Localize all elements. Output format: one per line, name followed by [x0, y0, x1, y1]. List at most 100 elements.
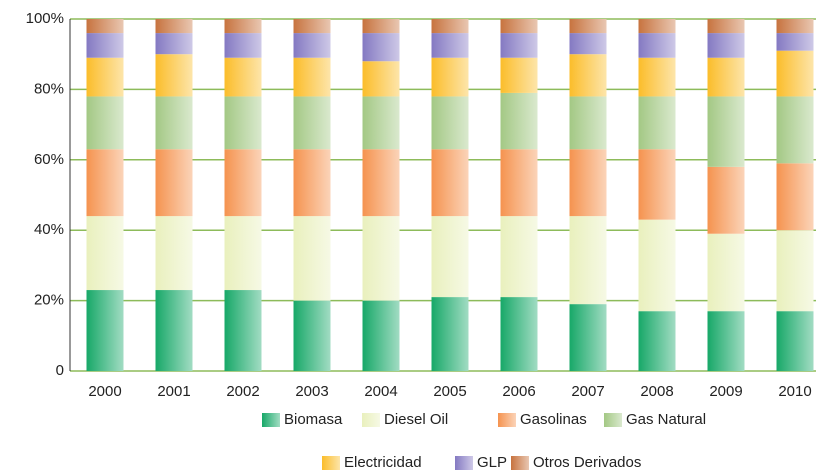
legend-label: Biomasa: [284, 411, 343, 428]
bar-segment: [224, 33, 262, 58]
x-tick-label: 2008: [640, 383, 673, 400]
bar-segment: [776, 230, 814, 312]
bar-segment: [569, 19, 607, 34]
bar-segment: [86, 216, 124, 291]
legend-swatch: [362, 413, 380, 427]
bar-segment: [500, 19, 538, 34]
y-tick-label: 20%: [34, 292, 64, 309]
bar-segment: [707, 33, 745, 58]
bar-segment: [500, 149, 538, 217]
bar-segment: [569, 54, 607, 97]
bar-segment: [638, 57, 676, 97]
bar-segment: [638, 311, 676, 371]
y-tick-label: 100%: [26, 10, 64, 27]
bar-segment: [155, 96, 193, 150]
bar-segment: [293, 19, 331, 34]
bar-segment: [707, 57, 745, 97]
x-tick-label: 2005: [433, 383, 466, 400]
bar-segment: [776, 311, 814, 371]
legend-label: Gas Natural: [626, 411, 706, 428]
bar-segment: [638, 149, 676, 220]
x-tick-label: 2001: [157, 383, 190, 400]
bar-segment: [86, 57, 124, 97]
bar-segment: [638, 96, 676, 150]
bar-segment: [86, 19, 124, 34]
bar-segment: [362, 216, 400, 301]
y-tick-label: 40%: [34, 221, 64, 238]
legend-swatch: [511, 456, 529, 470]
bar-segment: [86, 96, 124, 150]
bar-segment: [155, 54, 193, 97]
bar-segment: [86, 33, 124, 58]
bar-segment: [431, 149, 469, 217]
bar-segment: [431, 57, 469, 97]
bar-segment: [224, 290, 262, 371]
legend-label: GLP: [477, 454, 507, 470]
bar-segment: [707, 311, 745, 371]
bar-segment: [224, 96, 262, 150]
bar-segment: [86, 149, 124, 217]
bar-segment: [707, 166, 745, 234]
y-tick-label: 80%: [34, 80, 64, 97]
bar-segment: [638, 219, 676, 312]
legend-swatch: [455, 456, 473, 470]
legend-label: Gasolinas: [520, 411, 587, 428]
legend-swatch: [498, 413, 516, 427]
x-tick-label: 2004: [364, 383, 397, 400]
bar-segment: [293, 216, 331, 301]
bar-segment: [362, 33, 400, 62]
legend-swatch: [322, 456, 340, 470]
bar-segment: [293, 96, 331, 150]
bar-segment: [776, 163, 814, 231]
bar-segment: [638, 33, 676, 58]
bar-segment: [569, 149, 607, 217]
bar-segment: [224, 216, 262, 291]
x-tick-label: 2000: [88, 383, 121, 400]
bar-segment: [500, 92, 538, 150]
bar-segment: [569, 96, 607, 150]
bar-segment: [776, 96, 814, 164]
bar-segment: [362, 300, 400, 371]
legend-swatch: [604, 413, 622, 427]
bar-segment: [155, 149, 193, 217]
x-tick-label: 2002: [226, 383, 259, 400]
bar-segment: [155, 216, 193, 291]
bar-segment: [362, 61, 400, 97]
bar-segment: [569, 304, 607, 371]
bar-segment: [776, 33, 814, 51]
legend-swatch: [262, 413, 280, 427]
bar-segment: [500, 33, 538, 58]
bar-segment: [776, 50, 814, 97]
bar-segment: [293, 300, 331, 371]
bar-segment: [431, 19, 469, 34]
x-tick-label: 2003: [295, 383, 328, 400]
bar-segment: [293, 57, 331, 97]
bar-segment: [224, 149, 262, 217]
bar-segment: [707, 233, 745, 312]
bar-segment: [155, 33, 193, 55]
bar-segment: [155, 19, 193, 34]
bar-segment: [362, 19, 400, 34]
bar-segment: [431, 33, 469, 58]
bar-segment: [776, 19, 814, 34]
bar-segment: [431, 297, 469, 371]
bar-segment: [707, 19, 745, 34]
bar-segment: [500, 57, 538, 93]
y-tick-label: 0: [56, 362, 64, 379]
legend-label: Otros Derivados: [533, 454, 641, 470]
bar-segment: [155, 290, 193, 371]
bar-segment: [293, 149, 331, 217]
bar-segment: [362, 96, 400, 150]
bar-segment: [569, 216, 607, 305]
bar-segment: [86, 290, 124, 371]
bar-segment: [224, 57, 262, 97]
x-tick-label: 2009: [709, 383, 742, 400]
bar-segment: [638, 19, 676, 34]
bar-segment: [431, 216, 469, 298]
legend-label: Diesel Oil: [384, 411, 448, 428]
bar-segment: [431, 96, 469, 150]
bar-segment: [569, 33, 607, 55]
bar-segment: [293, 33, 331, 58]
x-tick-label: 2010: [778, 383, 811, 400]
